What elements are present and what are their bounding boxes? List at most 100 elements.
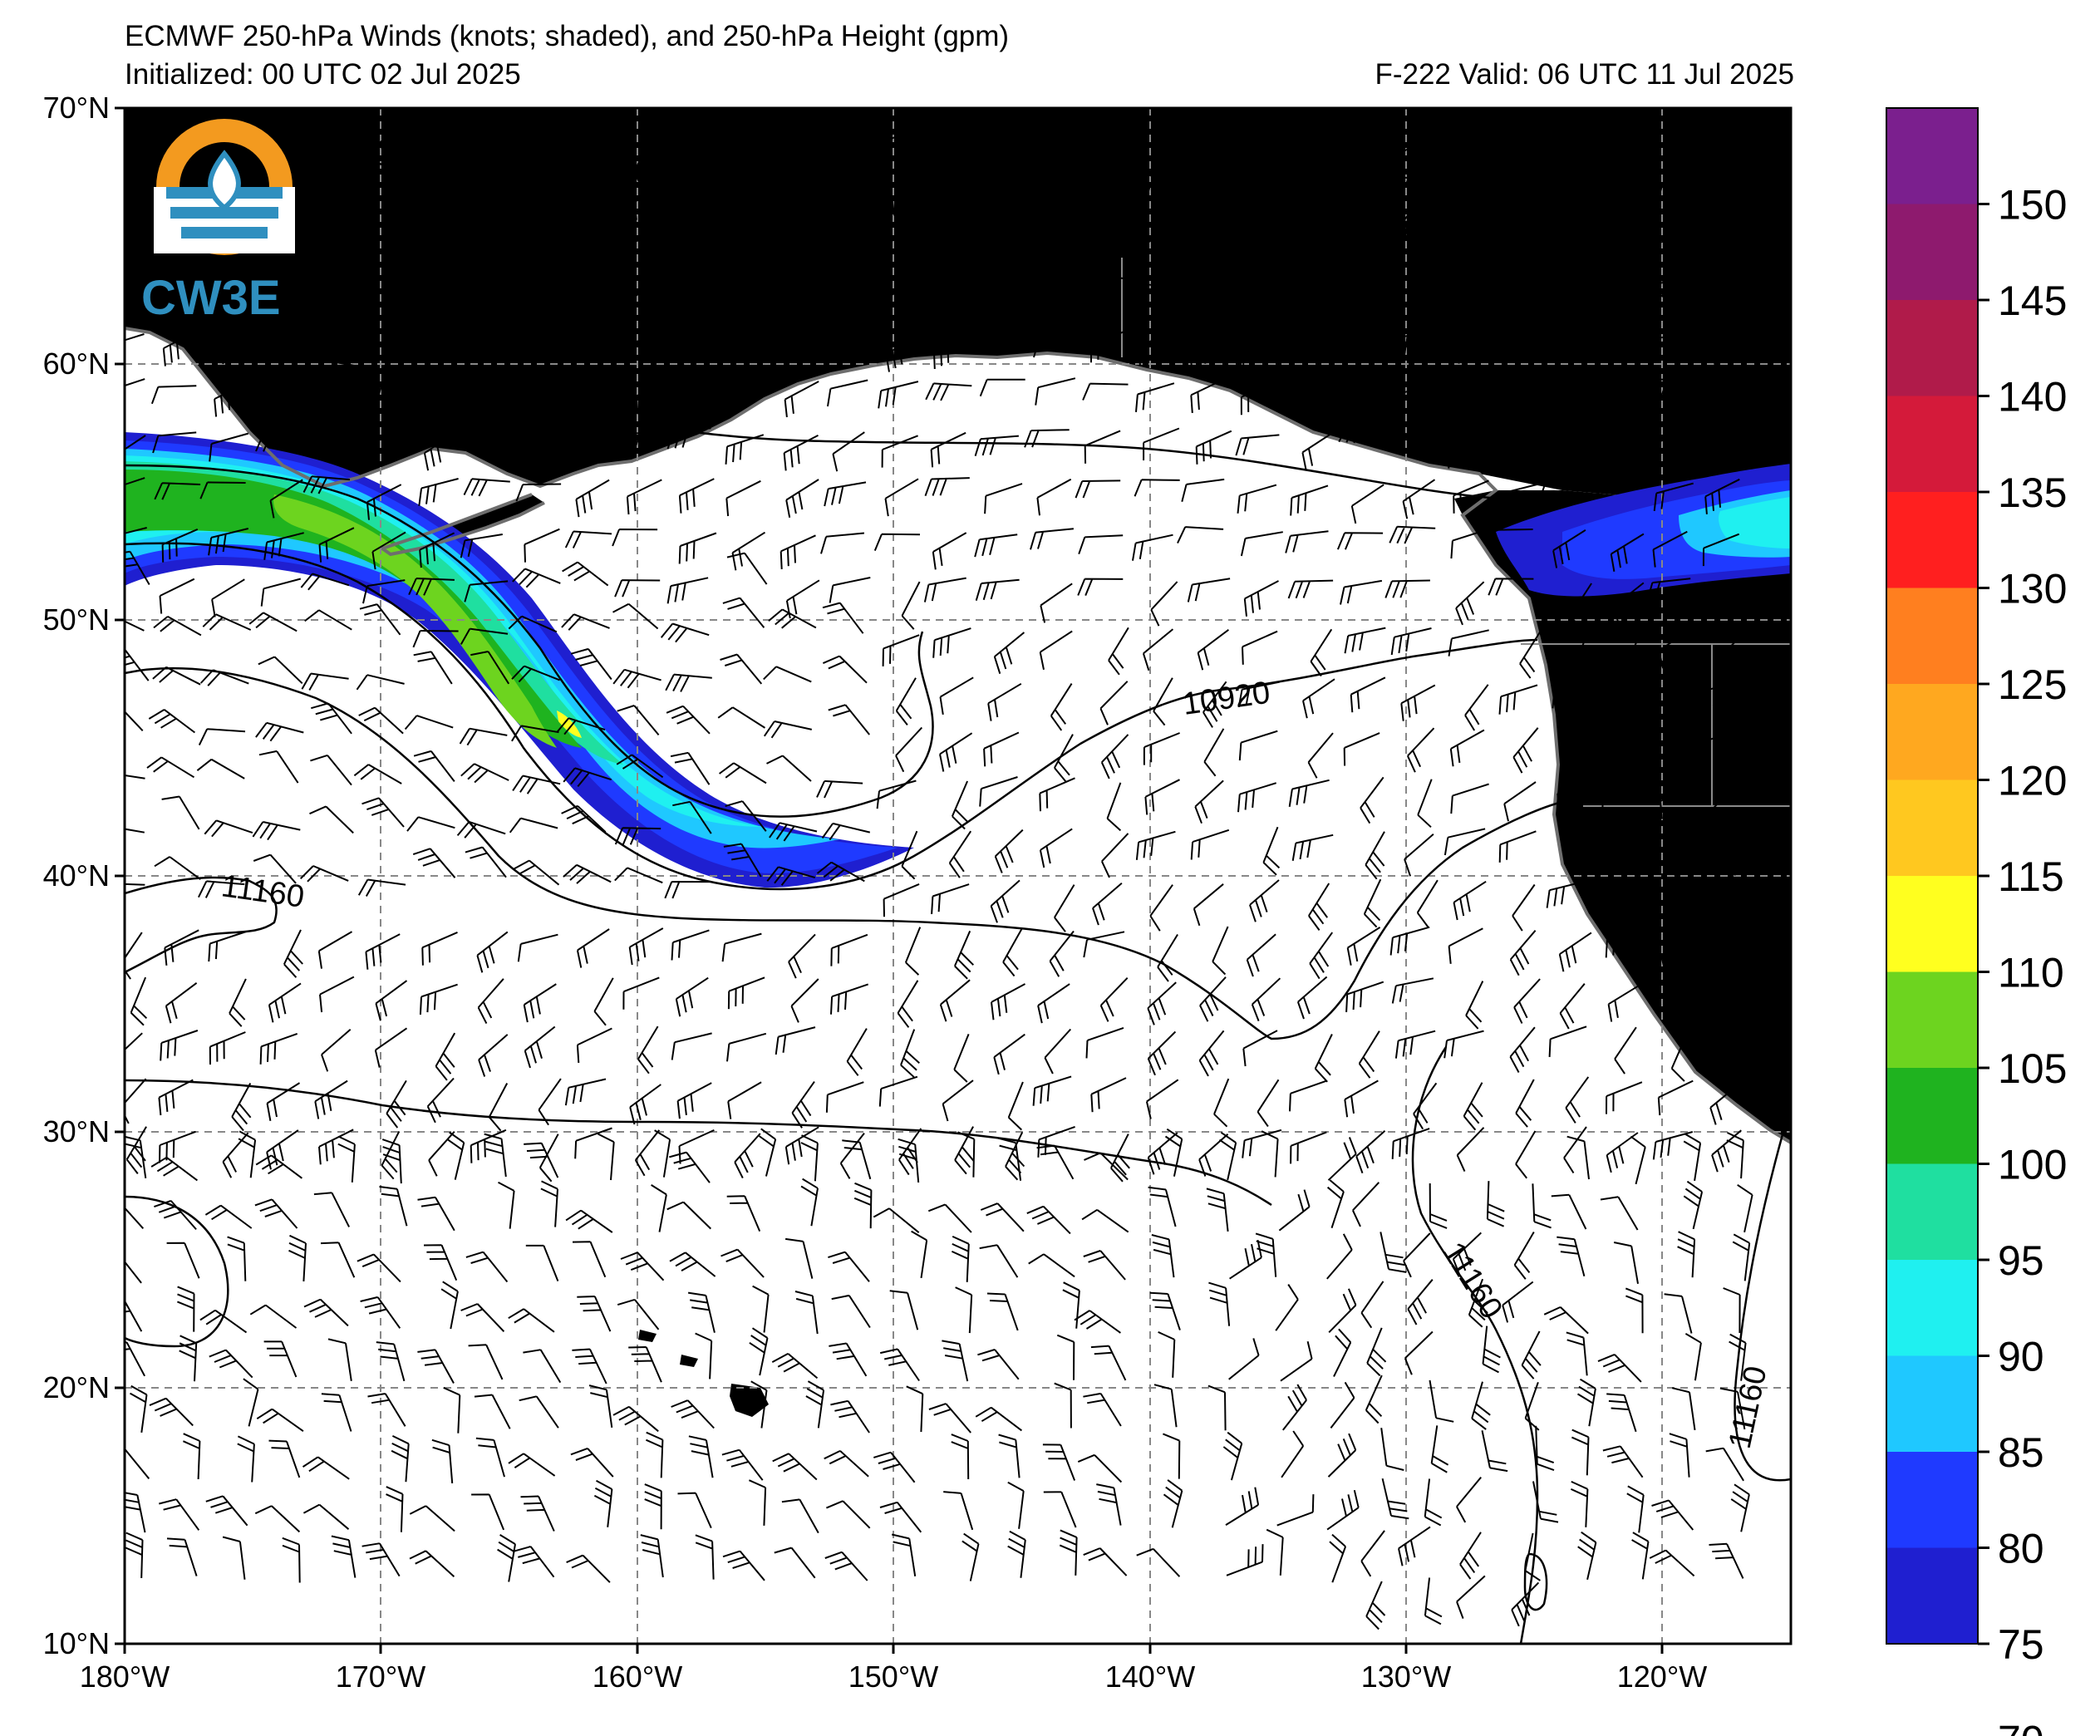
wind-barb: [994, 829, 1024, 873]
wind-barb: [651, 1184, 667, 1232]
wind-barb: [1712, 327, 1748, 366]
wind-barb: [1606, 1081, 1643, 1114]
wind-barb: [1610, 533, 1645, 572]
wind-barb: [418, 478, 459, 506]
wind-barb: [666, 705, 711, 735]
wind-barb: [209, 1031, 246, 1065]
wind-barb: [769, 822, 818, 842]
wind-barb: [428, 1131, 455, 1177]
wind-barb: [897, 980, 919, 1028]
jet-110kt: [557, 711, 582, 738]
wind-barb: [249, 1304, 298, 1329]
wind-barb: [475, 1437, 505, 1478]
wind-barb: [312, 281, 349, 317]
wind-barb: [816, 779, 863, 799]
wind-barb: [413, 651, 453, 685]
wind-barb: [252, 821, 301, 841]
wind-barb: [318, 527, 355, 563]
wind-barb: [511, 665, 560, 683]
wind-barb: [391, 1435, 410, 1483]
wind-barb: [539, 1134, 559, 1183]
wind-barb: [1481, 1430, 1508, 1473]
wind-barb: [1285, 130, 1331, 149]
wind-barb: [243, 1378, 259, 1427]
wind-barb: [1705, 678, 1746, 708]
wind-barb: [1222, 1431, 1243, 1481]
wind-barb: [846, 1028, 868, 1076]
wind-barb: [853, 1182, 873, 1229]
wind-barb: [1226, 1544, 1264, 1576]
wind-barb: [1100, 833, 1129, 878]
wind-barb: [670, 751, 711, 785]
wind-barb: [719, 762, 767, 784]
wind-barb: [1056, 1334, 1075, 1380]
droplet-icon: [208, 150, 241, 211]
wind-barb: [366, 484, 402, 520]
wind-barb: [1090, 329, 1128, 363]
wind-barb: [125, 1260, 142, 1284]
wind-barb: [256, 382, 303, 401]
wind-barb: [1672, 684, 1693, 734]
wind-barb: [1218, 1131, 1237, 1181]
wind-barb: [1557, 776, 1593, 812]
wind-barb: [508, 1308, 555, 1333]
wind-barb: [1669, 1433, 1690, 1478]
wind-barb: [1602, 884, 1641, 916]
wind-barb: [879, 1501, 922, 1533]
lon-label: 150°W: [848, 1660, 938, 1694]
wind-barb: [1647, 128, 1692, 151]
wind-barb: [637, 1025, 659, 1075]
wind-barb: [1498, 684, 1538, 715]
wind-barb: [283, 929, 303, 978]
wind-barb: [901, 581, 921, 630]
wind-barb: [1157, 933, 1178, 982]
wind-barb: [1711, 781, 1739, 827]
wind-barb: [1429, 1379, 1454, 1423]
wind-barb: [211, 578, 245, 617]
wind-barb: [676, 184, 713, 220]
colorbar-swatch: [1886, 779, 1978, 877]
wind-barb: [1502, 385, 1537, 425]
wind-barb: [1308, 883, 1330, 931]
wind-barb: [942, 1079, 974, 1122]
wind-barb: [1079, 274, 1126, 293]
wind-barb: [1551, 184, 1586, 222]
wind-barb: [1488, 578, 1534, 596]
wind-barb: [766, 866, 816, 886]
wind-barb: [1239, 179, 1282, 204]
wind-barb: [1198, 1030, 1225, 1077]
wind-barb: [1042, 1443, 1076, 1481]
wind-barb: [1389, 278, 1436, 296]
wind-barb: [313, 1192, 350, 1227]
wind-barb: [1521, 1330, 1542, 1379]
wind-barb: [1430, 1425, 1449, 1473]
wind-barb: [826, 131, 863, 165]
wind-barb: [302, 1456, 350, 1480]
wind-barb: [125, 550, 150, 586]
colorbar-swatch: [1886, 108, 1978, 204]
wind-barb: [1177, 526, 1224, 544]
wind-barb: [1512, 727, 1539, 774]
wind-barb: [260, 578, 302, 607]
wind-barb: [254, 1505, 301, 1533]
wind-barb: [1645, 378, 1692, 396]
wind-barb: [1054, 884, 1075, 932]
wind-barb: [577, 1296, 612, 1332]
wind-barb: [301, 672, 349, 691]
wind-barb: [1413, 1082, 1438, 1130]
wind-barb: [159, 1498, 200, 1531]
wind-barb: [259, 1032, 298, 1065]
wind-barb: [1468, 1278, 1488, 1328]
wind-barb: [166, 1242, 200, 1279]
wind-barb: [310, 754, 352, 786]
wind-barb: [1150, 581, 1178, 627]
wind-barb: [1195, 430, 1232, 465]
wind-barb: [314, 129, 353, 160]
wind-barb: [1327, 1137, 1357, 1181]
wind-barb: [1083, 1250, 1126, 1281]
wind-barb: [779, 233, 819, 263]
wind-barb: [726, 1195, 761, 1232]
wind-barb: [1240, 381, 1277, 416]
wind-barb: [417, 1349, 455, 1384]
wind-barb: [911, 1230, 928, 1279]
